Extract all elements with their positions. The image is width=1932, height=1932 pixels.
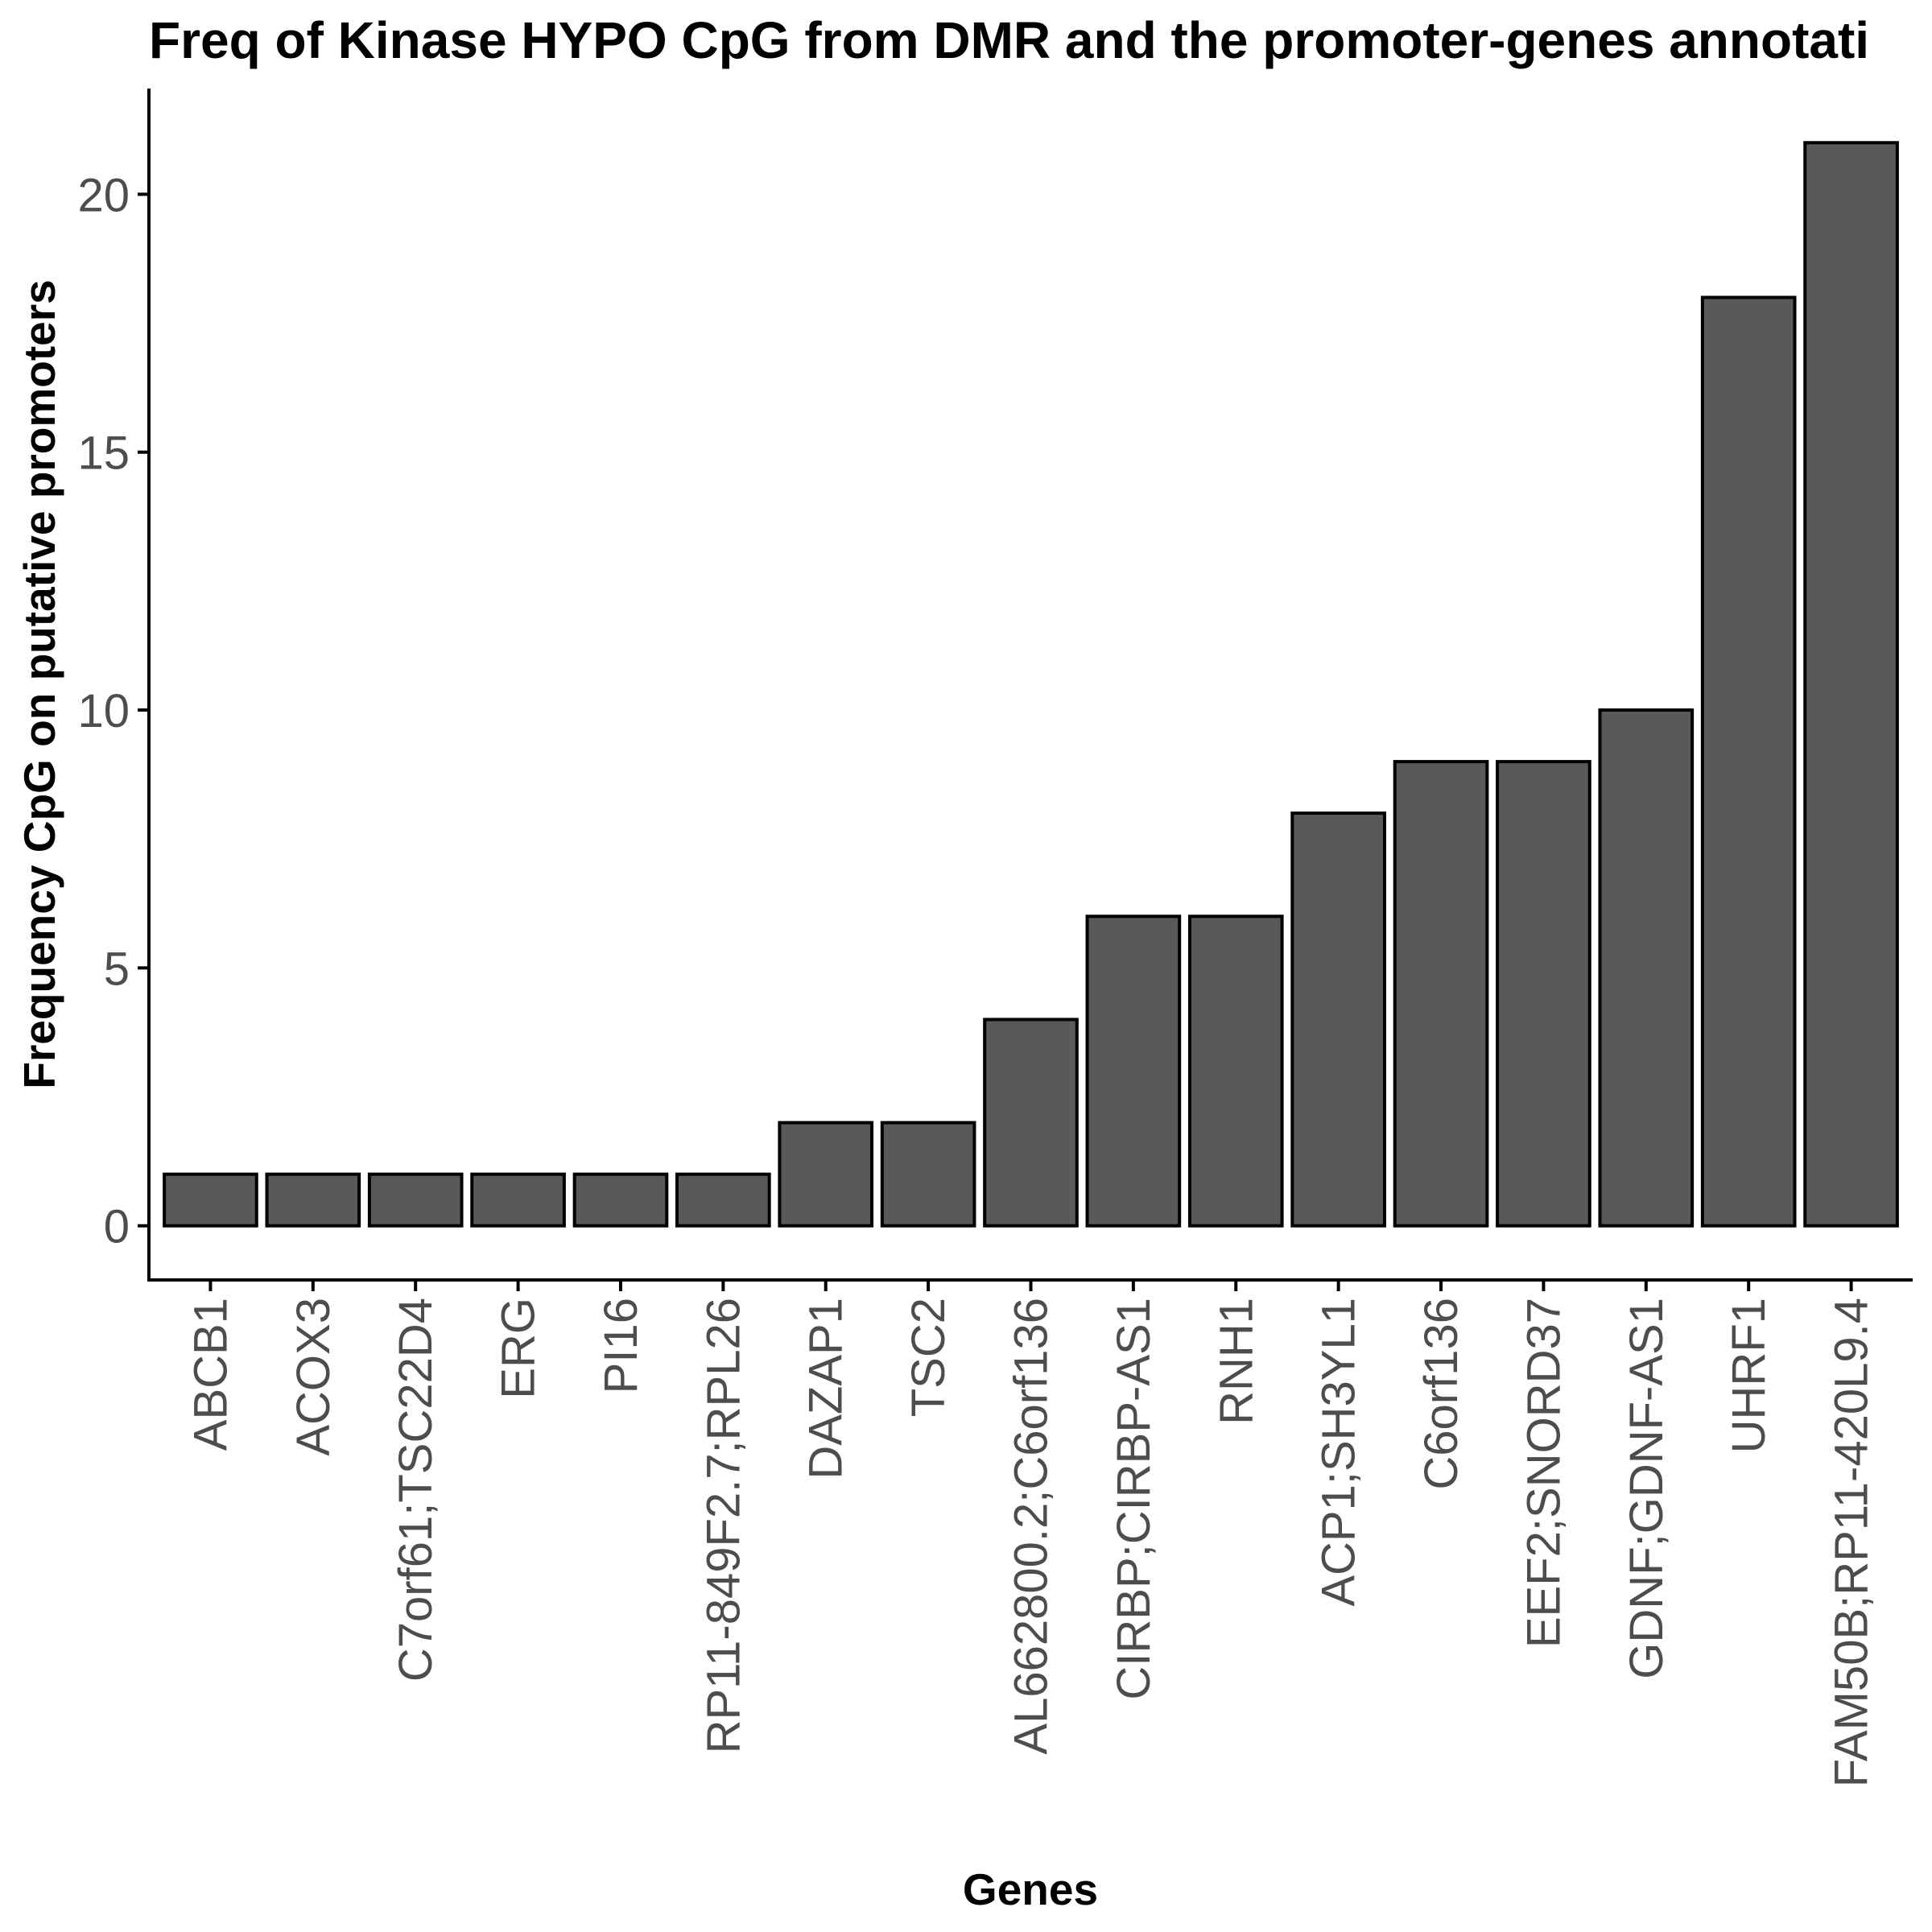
y-axis: 0 5 10 15 20 (77, 89, 151, 1280)
bars-group (163, 141, 1899, 1228)
x-tick-label: RNH1 (1210, 1298, 1262, 1425)
bar-gdnf-gdnf-as1 (1598, 708, 1695, 1228)
x-tick-label: TSC2 (902, 1298, 955, 1417)
bar-al662800-2-c6orf136 (983, 1018, 1079, 1228)
x-tick-label: FAM50B;RP11-420L9.4 (1826, 1298, 1878, 1787)
bar-eef2-snord37 (1496, 760, 1591, 1228)
x-tick-label: ABCB1 (184, 1298, 237, 1451)
x-axis-title: Genes (963, 1864, 1098, 1914)
y-axis-title: Frequency CpG on putative promoters (14, 279, 64, 1088)
bar-c7orf61-tsc22d4 (367, 1172, 464, 1228)
bar-rnh1 (1187, 914, 1284, 1228)
bar-uhrf1 (1700, 295, 1797, 1228)
bar-c6orf136 (1393, 760, 1489, 1228)
x-tick-label: AL662800.2;C6orf136 (1005, 1298, 1058, 1755)
bar-pi16 (572, 1172, 669, 1228)
x-tick-label: GDNF;GDNF-AS1 (1620, 1298, 1673, 1679)
x-tick-label: PI16 (595, 1298, 647, 1393)
bar-acp1-sh3yl1 (1290, 811, 1386, 1228)
y-tick-label: 20 (77, 169, 130, 221)
bar-tsc2 (880, 1121, 976, 1228)
x-tick-label: ACP1;SH3YL1 (1313, 1298, 1365, 1607)
x-tick-label: C6orf136 (1415, 1298, 1468, 1490)
bar-erg (470, 1172, 566, 1228)
y-tick-label: 5 (104, 943, 130, 995)
x-tick-label: EEF2;SNORD37 (1517, 1298, 1570, 1648)
x-tick-label: CIRBP;CIRBP-AS1 (1108, 1298, 1160, 1700)
x-tick-label: ACOX3 (287, 1298, 340, 1456)
bar-rp11-849f2-7-rpl26 (675, 1172, 771, 1228)
x-tick-label: C7orf61;TSC22D4 (390, 1298, 442, 1682)
y-tick-label: 0 (104, 1201, 130, 1253)
bar-cirbp-cirbp-as1 (1085, 914, 1182, 1228)
x-tick-label: UHRF1 (1723, 1298, 1775, 1453)
chart-title: Freq of Kinase HYPO CpG from DMR and the… (149, 11, 1869, 69)
bar-acox3 (265, 1172, 361, 1228)
y-tick-label: 10 (77, 685, 130, 737)
x-axis: ABCB1 ACOX3 C7orf61;TSC22D4 ERG PI16 RP11-849… (147, 1278, 1913, 1787)
x-tick-label: ERG (493, 1298, 545, 1399)
bar-abcb1 (163, 1172, 258, 1228)
bar-fam50b-rp11-420l9-4 (1803, 141, 1899, 1228)
x-tick-label: RP11-849F2.7;RPL26 (697, 1298, 749, 1753)
x-tick-label: DAZAP1 (800, 1298, 852, 1480)
y-tick-label: 15 (77, 427, 130, 480)
bar-dazap1 (778, 1121, 874, 1228)
